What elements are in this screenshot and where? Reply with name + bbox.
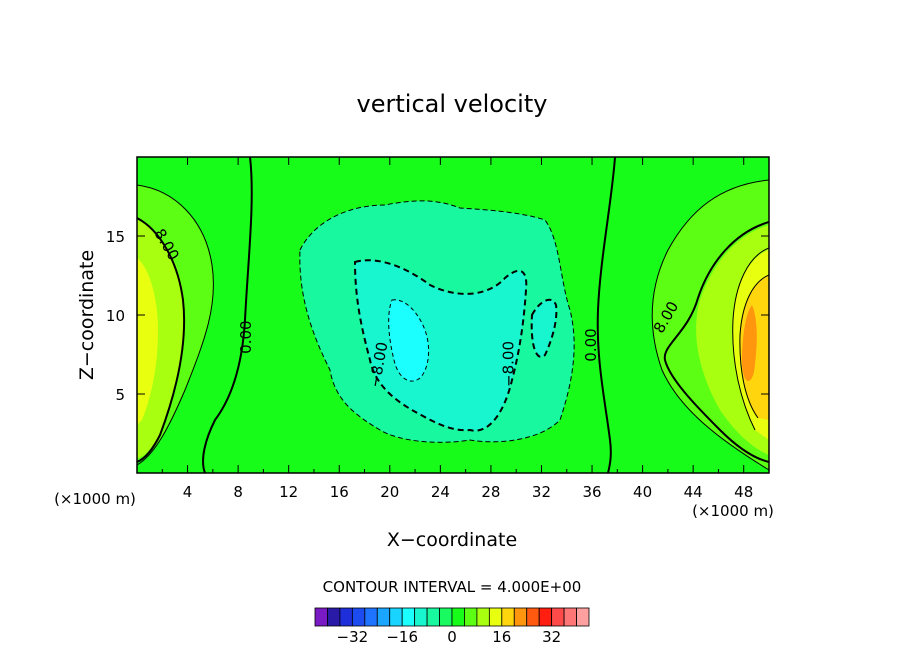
colorbar-swatch — [488, 607, 503, 627]
x-tick-label: 20 — [380, 483, 399, 501]
colorbar-swatch — [401, 607, 416, 627]
contour-label: 0.00 — [582, 328, 600, 361]
colorbar-swatch — [389, 607, 403, 627]
x-tick-label: 44 — [684, 483, 703, 501]
plot-area — [137, 157, 769, 473]
x-axis: 4 8 12 16 20 24 28 32 36 40 44 48 — [161, 157, 753, 501]
x-tick-label: 12 — [279, 483, 298, 501]
contour-neg4 — [299, 200, 575, 443]
colorbar-swatch — [339, 607, 353, 627]
contour-neg12 — [388, 299, 430, 382]
colorbar-swatch — [314, 607, 328, 627]
colorbar-swatch — [426, 607, 440, 627]
x-tick-label: 4 — [183, 483, 193, 501]
y-axis: 5 10 15 — [106, 228, 769, 404]
contour-4-right — [651, 179, 769, 471]
colorbar-swatch — [576, 607, 590, 627]
colorbar-swatch — [464, 607, 478, 627]
x-tick-label: 28 — [481, 483, 500, 501]
y-axis-label: Z−coordinate — [76, 250, 98, 380]
x-axis-label: X−coordinate — [387, 529, 517, 551]
downdraft-right-lobe — [531, 299, 557, 357]
colorbar-tick-label: 16 — [492, 628, 511, 646]
contour-4-left — [137, 184, 214, 466]
contour-zero-left — [202, 157, 253, 473]
x-tick-label: 40 — [633, 483, 652, 501]
right-updraft-core — [742, 305, 757, 382]
contour-12-right — [732, 247, 769, 431]
colorbar-swatch — [327, 607, 341, 627]
colorbar-swatch — [551, 607, 565, 627]
colorbar-tick-label: −16 — [386, 628, 418, 646]
colorbar-swatch — [513, 607, 528, 627]
colorbar-tick-label: 32 — [542, 628, 561, 646]
colorbar-swatch — [476, 607, 490, 627]
colorbar-swatch — [501, 607, 515, 627]
y-tick-label: 5 — [115, 386, 125, 404]
colorbar-swatch — [563, 607, 577, 627]
contour-neg8-lobe — [530, 298, 558, 358]
chart-title: vertical velocity — [357, 90, 548, 118]
colorbar-swatch — [526, 607, 540, 627]
colorbar-tick-label: 0 — [447, 628, 457, 646]
colorbar-swatch — [451, 607, 465, 627]
x-tick-label: 36 — [582, 483, 601, 501]
y-tick-label: 15 — [106, 228, 125, 246]
contour-lines — [137, 157, 769, 473]
contour-label: 0.00 — [237, 320, 255, 353]
colorbar-swatch — [538, 607, 553, 627]
x-tick-label: 24 — [431, 483, 450, 501]
colorbar-swatch — [439, 607, 453, 627]
colorbar — [314, 607, 590, 627]
x-tick-label: 32 — [532, 483, 551, 501]
colorbar-tick-label: −32 — [337, 628, 369, 646]
colorbar-swatch — [414, 607, 428, 627]
y-tick-label: 10 — [106, 307, 125, 325]
colorbar-ticks: −32 −16 0 16 32 — [337, 628, 562, 646]
contour-label: −8.00 — [500, 341, 518, 387]
x-tick-label: 8 — [233, 483, 243, 501]
colorbar-swatch — [351, 607, 366, 627]
x-unit-right: (×1000 m) — [692, 502, 774, 520]
contour-8-right — [663, 221, 769, 463]
colorbar-swatch — [364, 607, 378, 627]
contour-8-left — [137, 217, 186, 463]
x-tick-label: 48 — [734, 483, 753, 501]
colorbar-swatch — [376, 607, 391, 627]
contour-interval-text: CONTOUR INTERVAL = 4.000E+00 — [323, 578, 582, 596]
contour-zero-right — [596, 157, 616, 473]
contour-16-right — [739, 274, 769, 419]
x-unit-left: (×1000 m) — [54, 490, 136, 508]
left-updraft-core — [137, 258, 158, 425]
downdraft-core — [388, 299, 429, 382]
contour-neg8 — [353, 259, 528, 432]
x-tick-label: 16 — [330, 483, 349, 501]
